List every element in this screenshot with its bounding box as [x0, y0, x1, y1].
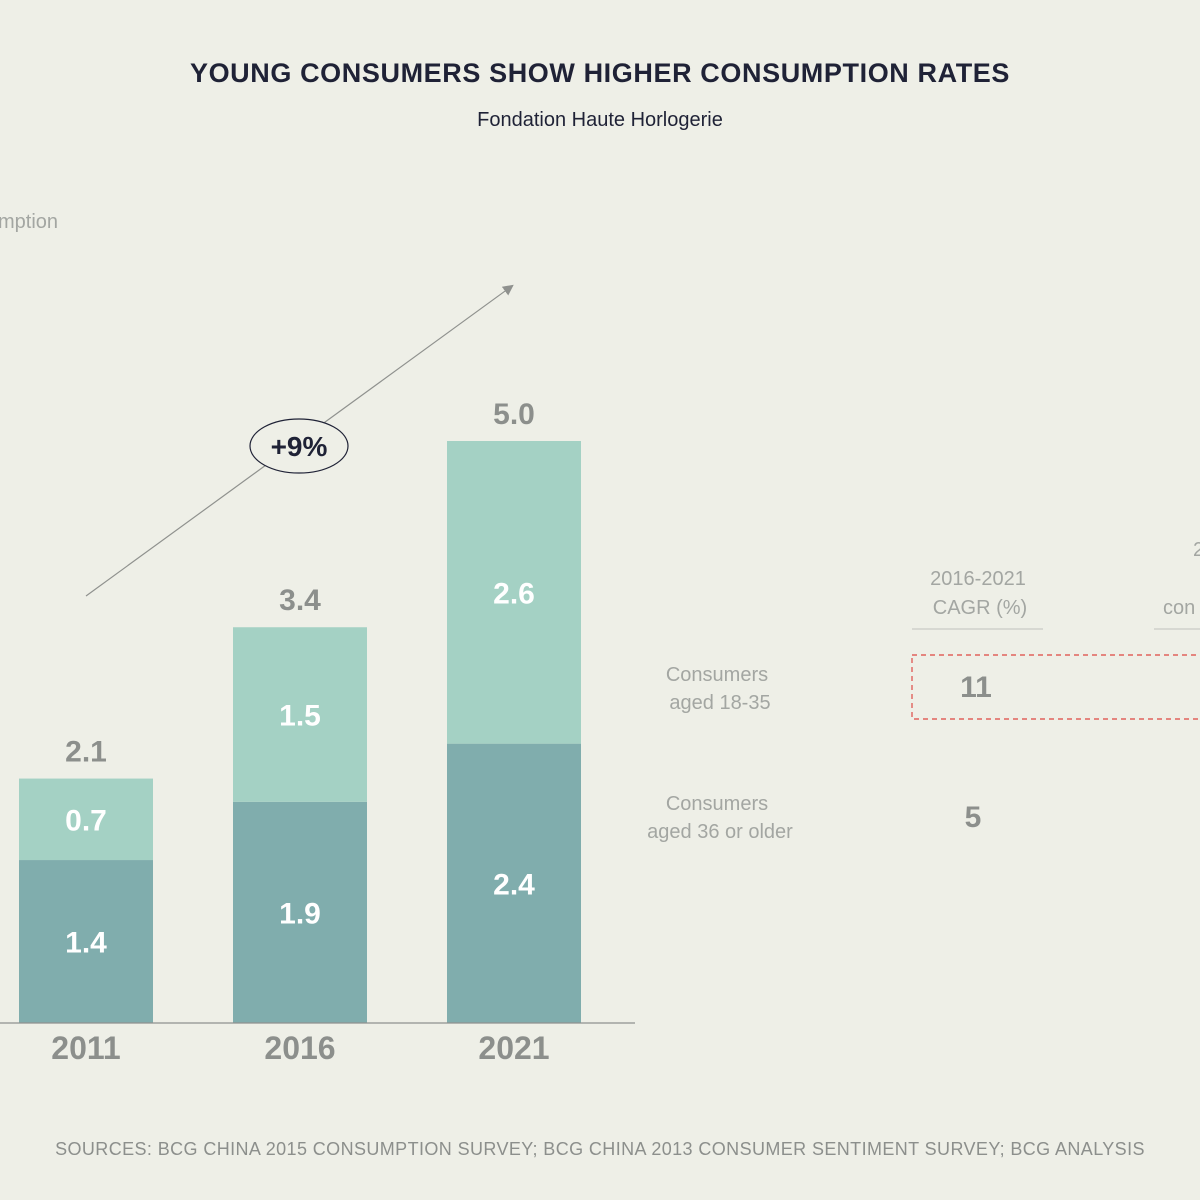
growth-label: +9% — [271, 431, 328, 462]
legend-young-line1: Consumers — [666, 664, 768, 686]
x-tick-2011: 2011 — [51, 1030, 120, 1066]
chart-subtitle: Fondation Haute Horlogerie — [477, 109, 723, 131]
bar-label-older-2011: 1.4 — [65, 927, 107, 960]
cagr-header-line1: 2016-2021 — [930, 568, 1026, 590]
cagr-header-line2: CAGR (%) — [933, 597, 1027, 619]
source-note: SOURCES: BCG CHINA 2015 CONSUMPTION SURV… — [55, 1139, 1145, 1159]
bar-young-2016 — [233, 627, 367, 802]
bar-label-young-2016: 1.5 — [279, 700, 321, 733]
x-tick-2016: 2016 — [264, 1030, 335, 1066]
legend-young-line2: aged 18-35 — [669, 692, 770, 714]
bar-older-2011 — [19, 860, 153, 1023]
cagr-young-value: 11 — [960, 671, 992, 704]
cagr-older-value: 5 — [965, 801, 982, 834]
bar-young-2021 — [447, 441, 581, 744]
cut-header-line2: con — [1163, 597, 1195, 619]
bar-total-2021: 5.0 — [493, 398, 535, 431]
bar-label-older-2016: 1.9 — [279, 897, 321, 930]
bar-older-2016 — [233, 801, 367, 1023]
cut-header-line1: 2 — [1193, 539, 1200, 561]
chart-title: YOUNG CONSUMERS SHOW HIGHER CONSUMPTION … — [190, 58, 1010, 88]
bar-label-young-2011: 0.7 — [65, 804, 107, 837]
bar-label-older-2021: 2.4 — [493, 868, 535, 901]
bar-total-2016: 3.4 — [279, 584, 321, 617]
bar-total-2011: 2.1 — [65, 736, 107, 769]
x-tick-2021: 2021 — [478, 1030, 549, 1066]
legend-older-line1: Consumers — [666, 793, 768, 815]
highlight-box — [911, 654, 1200, 720]
y-axis-label-fragment: mption — [0, 211, 58, 233]
legend-older-line2: aged 36 or older — [647, 821, 793, 843]
bar-older-2021 — [447, 743, 581, 1023]
bars: 1.4 0.7 2.1 2011 1.9 1.5 3.4 2016 2.4 2.6 5.0 2021 — [19, 398, 581, 1066]
growth-badge — [249, 418, 349, 474]
bar-young-2011 — [19, 778, 153, 861]
bar-label-young-2021: 2.6 — [493, 577, 535, 610]
